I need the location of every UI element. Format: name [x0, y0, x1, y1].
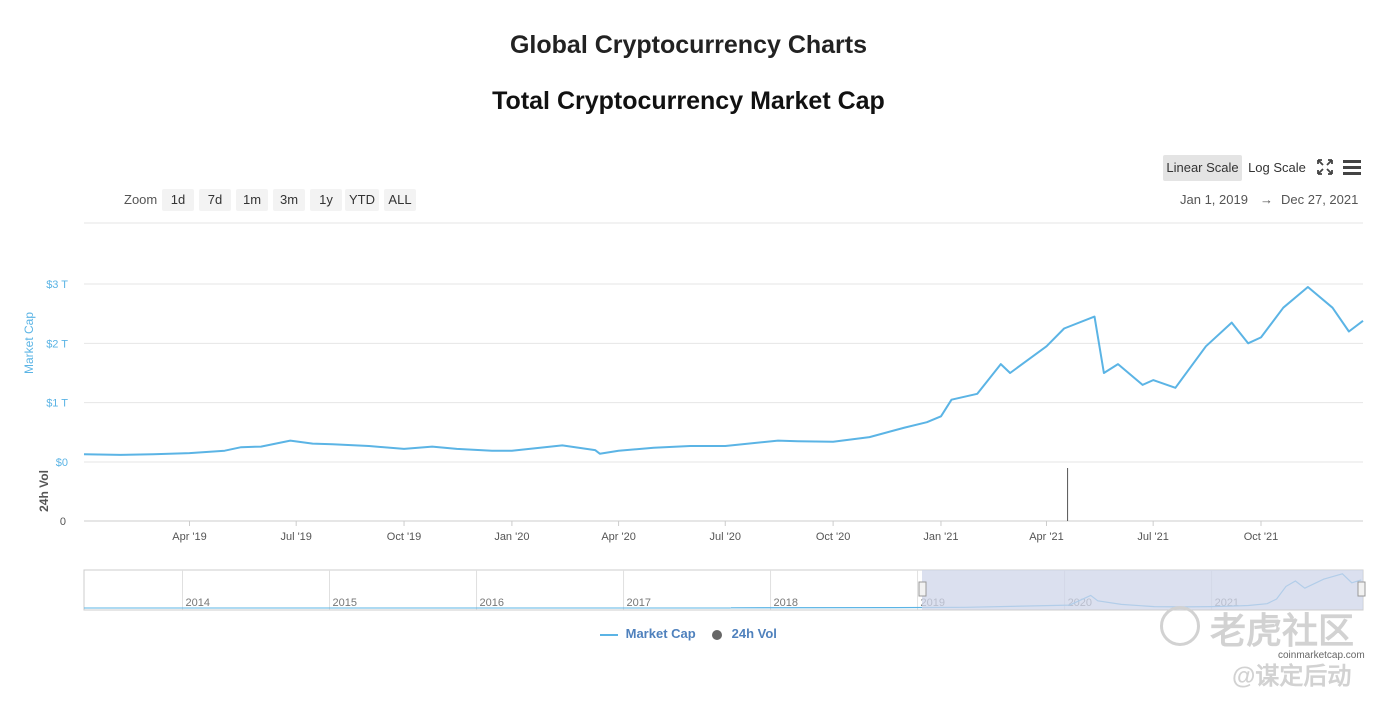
- zoom-label: Zoom: [124, 192, 158, 207]
- x-tick-label: Oct '20: [816, 531, 851, 543]
- y-axis-title: Market Cap: [22, 312, 36, 374]
- x-tick-label: Jul '20: [710, 531, 741, 543]
- navigator-selection: [922, 570, 1363, 610]
- zoom-1d-button[interactable]: 1d: [162, 189, 194, 211]
- market-cap-line: [83, 286, 1364, 456]
- log-scale-button[interactable]: Log Scale: [1245, 155, 1309, 181]
- y-tick-label: $0: [56, 457, 68, 469]
- date-arrow: →: [1260, 192, 1273, 207]
- zoom-ytd-button[interactable]: YTD: [345, 189, 379, 211]
- x-tick-label: Jul '21: [1137, 531, 1168, 543]
- navigator-year-label: 2017: [627, 597, 651, 609]
- navigator-year-label: 2014: [185, 597, 209, 609]
- zoom-7d-button[interactable]: 7d: [199, 189, 231, 211]
- navigator[interactable]: 20142015201620172018201920202021: [83, 569, 1366, 611]
- x-tick-label: Oct '19: [387, 531, 422, 543]
- x-tick-label: Apr '20: [601, 531, 636, 543]
- y2-tick-label: 0: [60, 516, 66, 528]
- zoom-1m-button[interactable]: 1m: [236, 189, 268, 211]
- x-tick-label: Apr '19: [172, 531, 207, 543]
- series-layer: [83, 286, 1364, 521]
- legend-24h-vol-label: 24h Vol: [731, 626, 777, 641]
- linear-scale-button[interactable]: Linear Scale: [1163, 155, 1242, 181]
- x-tick-label: Apr '21: [1029, 531, 1064, 543]
- zoom-3m-button[interactable]: 3m: [273, 189, 305, 211]
- legend-line-icon: [600, 633, 618, 636]
- navigator-handle: [1357, 581, 1366, 597]
- menu-icon[interactable]: [1342, 158, 1362, 176]
- navigator-year-label: 2015: [333, 597, 357, 609]
- grid-lines: [84, 222, 1363, 522]
- page-title: Global Cryptocurrency Charts: [509, 31, 868, 59]
- zoom-1y-button[interactable]: 1y: [310, 189, 342, 211]
- community-watermark: 老虎社区: [1210, 610, 1355, 651]
- x-tick-label: Jan '20: [494, 531, 529, 543]
- date-to[interactable]: Dec 27, 2021: [1281, 192, 1359, 207]
- y2-axis-title: 24h Vol: [37, 470, 51, 512]
- navigator-handle: [918, 581, 927, 597]
- x-tick-label: Oct '21: [1244, 531, 1279, 543]
- legend-market-cap[interactable]: Market Cap: [600, 624, 696, 644]
- legend-dot-icon: [712, 629, 722, 640]
- navigator-year-label: 2018: [774, 597, 798, 609]
- legend-24h-vol[interactable]: 24h Vol: [712, 624, 777, 644]
- x-tick-label: Jul '19: [280, 531, 311, 543]
- x-tick-label: Jan '21: [923, 531, 958, 543]
- handle-watermark: @谋定后动: [1232, 663, 1352, 690]
- chart-title: Total Cryptocurrency Market Cap: [492, 87, 885, 115]
- navigator-year-label: 2016: [480, 597, 504, 609]
- date-from[interactable]: Jan 1, 2019: [1180, 192, 1248, 207]
- community-logo-icon: [1160, 606, 1200, 646]
- legend-market-cap-label: Market Cap: [625, 626, 696, 641]
- axes: Market Cap 24h Vol $0 $1 T $2 T $3 T 0 Apr '1…: [22, 279, 1278, 543]
- y-tick-label: $1 T: [46, 398, 68, 410]
- zoom-all-button[interactable]: ALL: [384, 189, 416, 211]
- source-watermark: coinmarketcap.com: [1278, 650, 1365, 661]
- fullscreen-icon[interactable]: [1316, 158, 1334, 176]
- y-tick-label: $2 T: [46, 338, 68, 350]
- y-tick-label: $3 T: [46, 279, 68, 291]
